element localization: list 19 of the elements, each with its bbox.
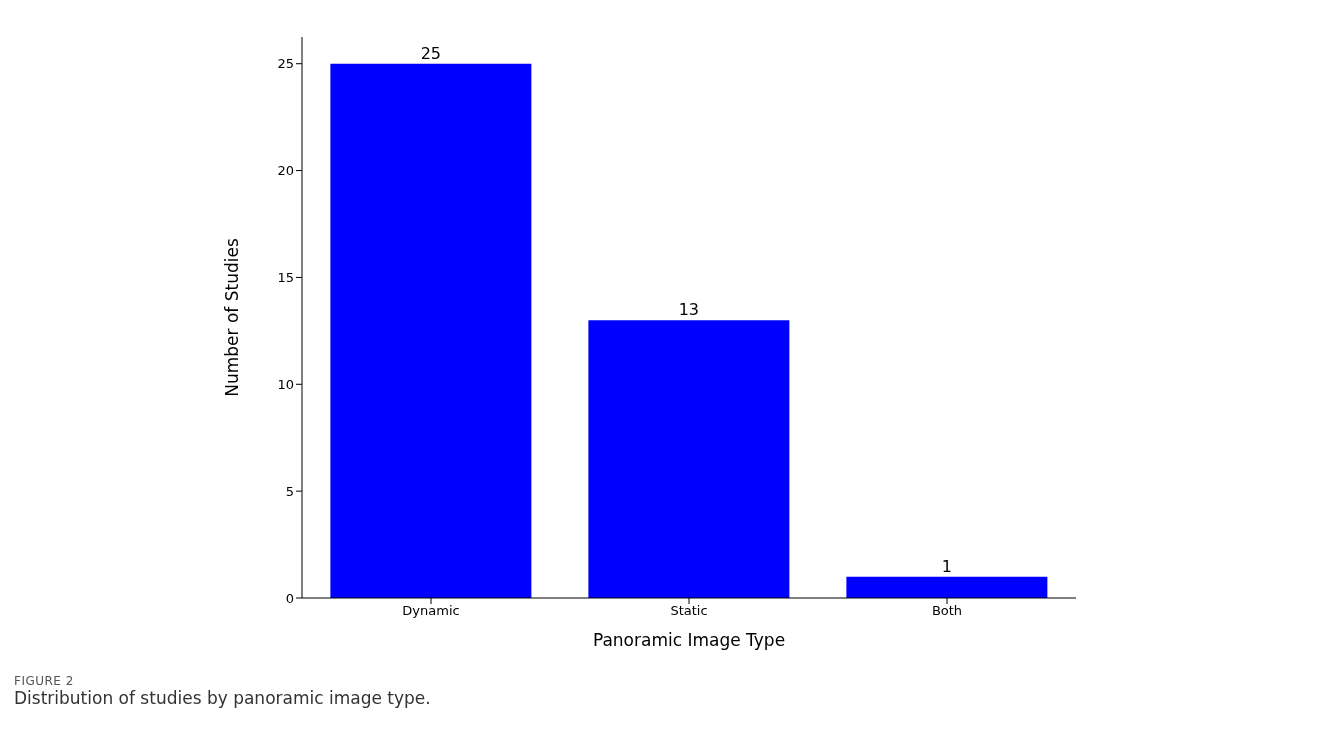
bar [846, 576, 1048, 598]
data-label: 1 [941, 556, 952, 576]
y-tick-label: 5 [285, 483, 294, 499]
text: Distribution of studies by panoramic image type. [14, 688, 432, 708]
y-tick-label: 15 [277, 270, 294, 286]
bar [330, 63, 532, 598]
y-tick-label: 20 [277, 163, 294, 179]
y-axis-title: Number of Studies [222, 238, 243, 397]
bar [588, 320, 790, 598]
x-tick-label: Both [931, 603, 963, 619]
y-tick-label: 25 [277, 56, 294, 72]
data-label: 25 [420, 43, 442, 63]
y-tick-label: 10 [277, 376, 294, 392]
x-axis-title: Panoramic Image Type [592, 630, 786, 650]
data-label: 13 [678, 300, 700, 320]
y-tick-label: 0 [285, 590, 294, 606]
x-tick-label: Static [670, 603, 708, 619]
caption: FIGURE 2 [14, 674, 75, 688]
x-tick-label: Dynamic [402, 603, 460, 619]
